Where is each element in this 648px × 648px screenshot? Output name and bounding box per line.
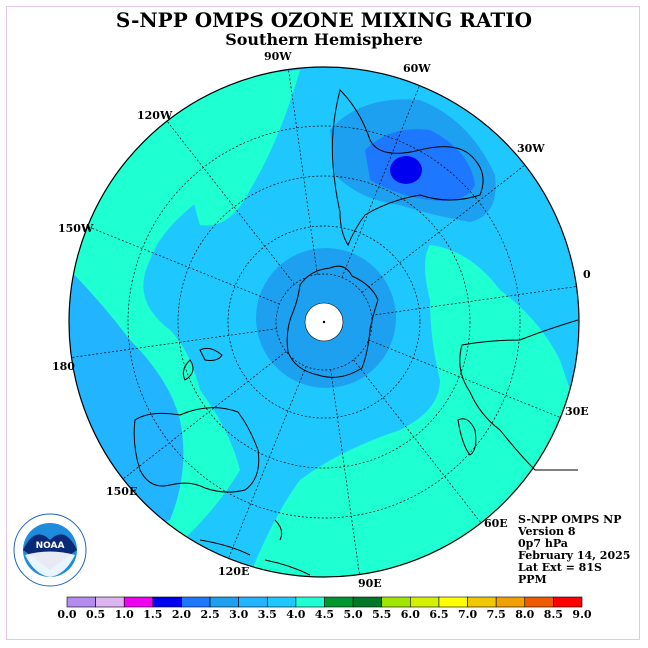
meridian-line [341, 85, 420, 278]
lon-label-30e: 30E [565, 405, 589, 418]
colorbar-label: 1.5 [143, 608, 163, 621]
meridian-line [122, 351, 287, 480]
colorbar-swatch [238, 596, 268, 608]
colorbar-label: 5.5 [372, 608, 392, 621]
info-line-5: Lat Ext = 81S [518, 561, 602, 574]
colorbar-label: 0.5 [86, 608, 106, 621]
info-line-4: February 14, 2025 [518, 549, 631, 562]
colorbar-label: 6.0 [400, 608, 420, 621]
info-line-6: PPM [518, 573, 547, 586]
colorbar-label: 3.5 [257, 608, 277, 621]
colorbar-swatch [467, 596, 497, 608]
colorbar-swatch [66, 596, 96, 608]
lon-label-150e: 150E [106, 485, 138, 498]
colorbar-label: 8.5 [543, 608, 563, 621]
lon-label-90w: 90W [264, 50, 292, 63]
colorbar-swatch [209, 596, 239, 608]
info-line-2: Version 8 [518, 525, 576, 538]
info-block: S-NPP OMPS NP Version 8 0p7 hPa February… [518, 514, 630, 586]
colorbar-swatch [95, 596, 125, 608]
map-title: S-NPP OMPS OZONE MIXING RATIO [115, 8, 533, 32]
colorbar-label: 8.0 [515, 608, 535, 621]
antarctica-coast [286, 265, 379, 378]
colorbar-label: 2.0 [171, 608, 192, 621]
meridian-line [371, 286, 577, 316]
lon-label-0: 0 [583, 268, 591, 281]
colorbar-swatch [352, 596, 383, 608]
colorbar-label: 7.5 [486, 608, 506, 621]
colorbar-label: 0.0 [57, 608, 77, 621]
lon-label-150w: 150W [58, 222, 94, 235]
lon-label-120w: 120W [137, 109, 173, 122]
indonesia-coast [199, 519, 311, 576]
colorbar-swatch [295, 596, 325, 608]
africa-coast [459, 319, 579, 471]
lon-label-180: 180 [52, 360, 75, 373]
colorbar-swatch [524, 596, 554, 608]
figure-frame [6, 6, 640, 640]
colorbar-swatch [495, 596, 526, 608]
meridian-line [228, 366, 307, 559]
colorbar-label: 7.0 [457, 608, 478, 621]
lon-label-60w: 60W [403, 62, 431, 75]
colorbar-label: 4.5 [314, 608, 335, 621]
colorbar-swatch [553, 596, 583, 608]
colorbar-swatch [266, 596, 297, 608]
colorbar-label: 1.0 [114, 608, 134, 621]
colorbar-swatch [410, 596, 440, 608]
lon-label-90e: 90E [358, 577, 382, 590]
meridian-line [361, 164, 526, 293]
lon-label-60e: 60E [484, 517, 508, 530]
colorbar-swatch [181, 596, 211, 608]
field-4-0-nw [191, 70, 300, 226]
meridian-line [353, 359, 482, 524]
colorbar-label: 9.0 [572, 608, 592, 621]
lon-label-30w: 30W [517, 142, 545, 155]
lon-label-120e: 120E [218, 565, 250, 578]
colorbar-label: 2.5 [200, 608, 220, 621]
field-1-5-max [390, 156, 422, 184]
colorbar-label: 3.0 [229, 608, 249, 621]
colorbar-label: 6.5 [429, 608, 449, 621]
info-line-3: 0p7 hPa [518, 537, 568, 550]
colorbar-swatch [152, 596, 182, 608]
madagascar-coast [457, 418, 477, 456]
meridian-line [71, 328, 277, 358]
samerica-coast [331, 89, 484, 247]
newzealand-coast [182, 347, 223, 381]
meridian-line [166, 120, 295, 285]
meridian-line [330, 369, 360, 575]
colorbar-label: 5.0 [343, 608, 363, 621]
map-subtitle: Southern Hemisphere [225, 30, 423, 49]
colorbar-label: 4.0 [286, 608, 306, 621]
colorbar-swatch [438, 596, 468, 608]
colorbar-swatch [123, 596, 154, 608]
meridian-line [87, 226, 280, 305]
colorbar-swatch [381, 596, 411, 608]
colorbar [66, 596, 583, 608]
australia-coast [133, 407, 260, 493]
info-line-1: S-NPP OMPS NP [518, 513, 622, 526]
meridian-line [288, 69, 318, 275]
colorbar-swatch [324, 596, 354, 608]
meridian-line [368, 339, 561, 418]
